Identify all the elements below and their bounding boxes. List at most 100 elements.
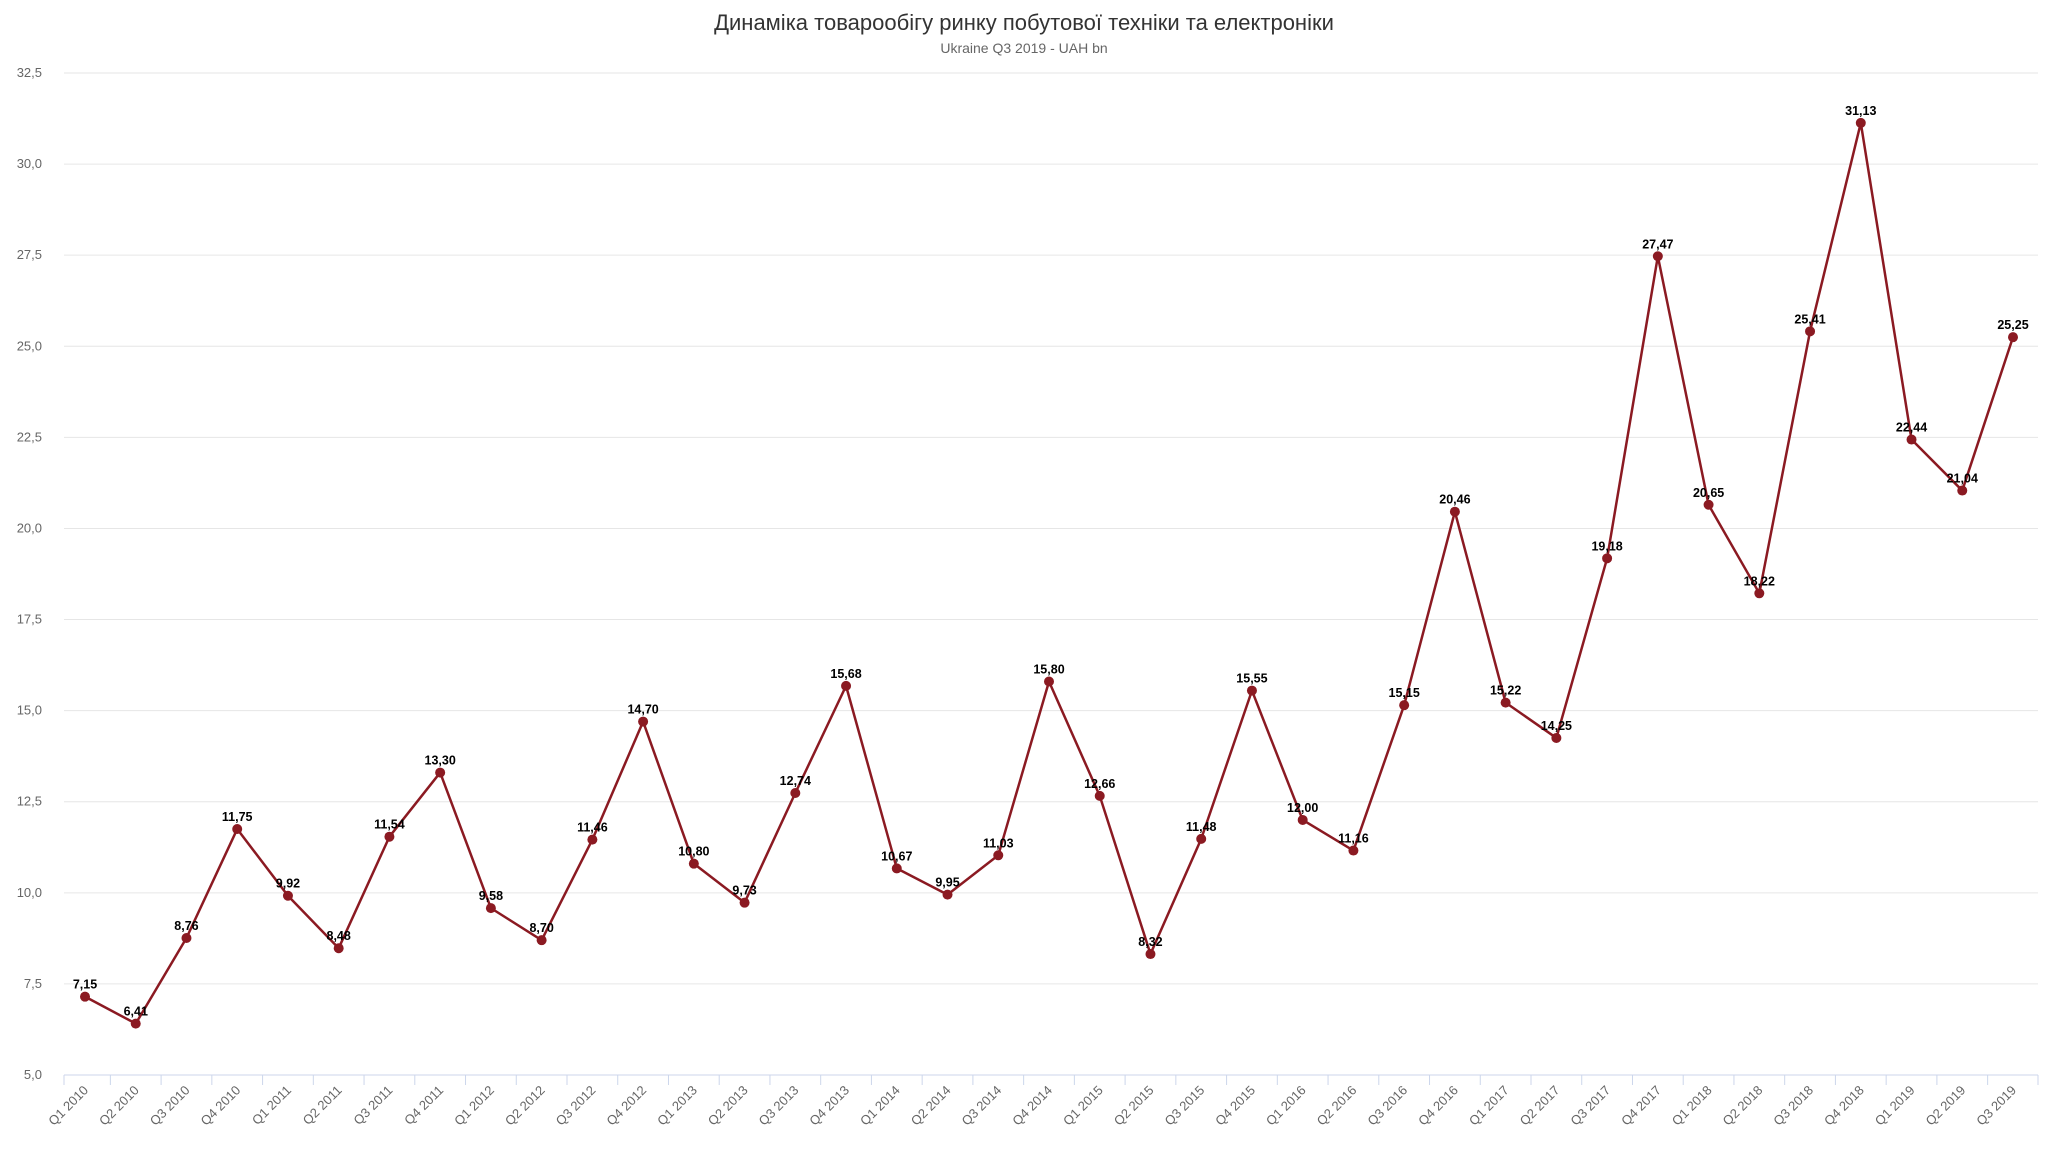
data-label: 11,46	[577, 821, 608, 835]
data-point[interactable]	[993, 850, 1004, 861]
data-point[interactable]	[80, 991, 90, 1002]
chart-subtitle: Ukraine Q3 2019 - UAH bn	[940, 40, 1108, 56]
data-label: 12,74	[780, 774, 811, 788]
data-label: 15,80	[1033, 662, 1064, 676]
x-tick-label: Q2 2017	[1517, 1083, 1563, 1129]
x-tick-label: Q3 2016	[1364, 1083, 1410, 1129]
x-axis-tick-labels: Q1 2010 Q2 2010 Q3 2010 Q4 2010 Q1 2011 Q2 20…	[45, 1083, 2019, 1129]
x-tick-label: Q4 2018	[1821, 1083, 1867, 1129]
data-label: 8,48	[327, 929, 351, 943]
x-tick-label: Q3 2015	[1161, 1083, 1207, 1129]
data-point[interactable]	[1196, 833, 1207, 844]
data-point[interactable]	[891, 863, 902, 874]
data-label: 9,58	[479, 889, 503, 903]
data-point[interactable]	[1348, 845, 1359, 856]
data-point[interactable]	[181, 932, 192, 943]
data-label: 9,95	[935, 876, 959, 890]
x-tick-label: Q1 2016	[1263, 1083, 1309, 1129]
data-label: 22,44	[1896, 421, 1927, 435]
data-label: 15,15	[1389, 686, 1420, 700]
y-tick-label: 32,5	[17, 65, 42, 80]
data-point[interactable]	[1652, 251, 1663, 262]
x-tick-label: Q3 2010	[147, 1083, 193, 1129]
data-label: 8,32	[1138, 935, 1162, 949]
y-tick-label: 10,0	[17, 885, 42, 900]
x-tick-label: Q3 2011	[350, 1083, 395, 1128]
data-point[interactable]	[130, 1018, 141, 1029]
data-label: 14,70	[627, 703, 658, 717]
data-label: 6,41	[124, 1005, 148, 1019]
data-point[interactable]	[841, 680, 852, 691]
data-point[interactable]	[232, 824, 243, 835]
x-tick-label: Q3 2018	[1770, 1083, 1816, 1129]
data-point[interactable]	[1449, 506, 1460, 517]
data-point[interactable]	[1906, 434, 1917, 445]
y-tick-label: 20,0	[17, 520, 42, 535]
data-point[interactable]	[1094, 790, 1105, 801]
data-point[interactable]	[282, 890, 293, 901]
data-point[interactable]	[587, 834, 598, 845]
data-point[interactable]	[688, 858, 699, 869]
x-tick-label: Q2 2014	[908, 1083, 954, 1129]
y-tick-label: 25,0	[17, 338, 42, 353]
data-point[interactable]	[1044, 676, 1054, 687]
data-point[interactable]	[1703, 499, 1714, 510]
x-tick-label: Q4 2014	[1009, 1083, 1055, 1129]
x-tick-label: Q4 2015	[1212, 1083, 1258, 1129]
data-label: 9,92	[276, 877, 300, 891]
data-label: 15,22	[1490, 684, 1521, 698]
data-label: 15,55	[1236, 672, 1267, 686]
data-point[interactable]	[790, 787, 801, 798]
x-tick-label: Q1 2019	[1872, 1083, 1918, 1129]
x-axis	[63, 1074, 2039, 1085]
data-point[interactable]	[739, 897, 750, 908]
data-label: 9,73	[732, 884, 756, 898]
x-tick-label: Q3 2019	[1973, 1083, 2019, 1129]
data-point[interactable]	[1551, 732, 1562, 743]
x-tick-label: Q2 2011	[300, 1083, 345, 1128]
data-labels: 7,15 6,41 8,76 11,75 9,92 8,48 11,54 13,30 9,58 8…	[73, 104, 2029, 1019]
data-label: 31,13	[1845, 104, 1876, 118]
data-point[interactable]	[942, 889, 953, 900]
data-point[interactable]	[1297, 814, 1308, 825]
data-point[interactable]	[536, 935, 547, 946]
x-tick-label: Q4 2013	[806, 1083, 852, 1129]
data-point[interactable]	[384, 831, 395, 842]
x-tick-label: Q1 2010	[45, 1083, 91, 1129]
data-point[interactable]	[2008, 332, 2018, 343]
data-point[interactable]	[1246, 685, 1257, 696]
data-point[interactable]	[1855, 117, 1866, 128]
x-tick-label: Q4 2016	[1415, 1083, 1461, 1129]
data-point[interactable]	[1602, 553, 1613, 564]
data-label: 8,76	[174, 919, 198, 933]
x-tick-label: Q2 2019	[1923, 1083, 1969, 1129]
series-points	[80, 117, 2018, 1029]
data-label: 13,30	[425, 754, 456, 768]
data-label: 11,48	[1186, 820, 1217, 834]
data-label: 14,25	[1541, 719, 1572, 733]
x-tick-label: Q1 2015	[1060, 1083, 1106, 1129]
data-point[interactable]	[435, 767, 446, 778]
data-point[interactable]	[638, 716, 649, 727]
x-tick-label: Q3 2012	[553, 1083, 599, 1129]
x-tick-label: Q1 2011	[249, 1083, 294, 1128]
data-point[interactable]	[1957, 485, 1968, 496]
data-label: 12,66	[1084, 777, 1115, 791]
data-point[interactable]	[333, 943, 344, 954]
data-label: 8,70	[529, 921, 553, 935]
data-point[interactable]	[1805, 326, 1816, 337]
y-tick-label: 17,5	[17, 612, 42, 627]
data-label: 15,68	[830, 667, 861, 681]
y-tick-label: 15,0	[17, 703, 42, 718]
series-polyline	[84, 121, 2015, 1025]
x-tick-label: Q1 2013	[654, 1083, 700, 1129]
data-point[interactable]	[1399, 700, 1410, 711]
data-label: 25,41	[1794, 312, 1825, 326]
data-point[interactable]	[1500, 697, 1511, 708]
data-point[interactable]	[485, 903, 496, 914]
data-label: 11,03	[983, 836, 1014, 850]
data-point[interactable]	[1754, 588, 1765, 599]
x-tick-label: Q2 2018	[1720, 1083, 1766, 1129]
x-tick-label: Q1 2012	[451, 1083, 497, 1129]
data-point[interactable]	[1145, 949, 1156, 960]
